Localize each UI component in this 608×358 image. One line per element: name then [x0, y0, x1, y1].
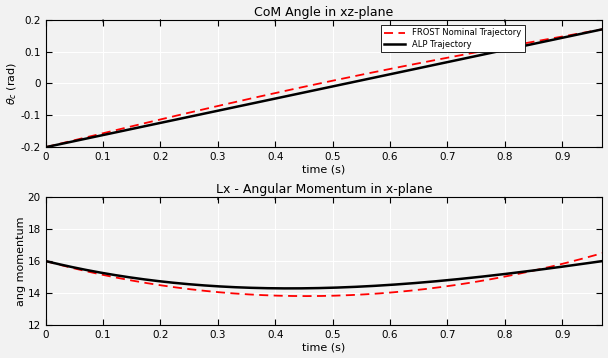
FROST Nominal Trajectory [306, 83, 314, 88]
X-axis label: time (s): time (s) [302, 165, 346, 175]
ALP Trajectory [310, 88, 317, 93]
ALP Trajectory [373, 75, 381, 79]
ALP Trajectory [499, 48, 506, 53]
FROST Nominal Trajectory [599, 251, 606, 255]
ALP Trajectory [599, 259, 606, 263]
FROST Nominal Trajectory [42, 145, 49, 149]
ALP Trajectory [587, 261, 594, 265]
Y-axis label: ang momentum: ang momentum [16, 216, 26, 306]
Line: ALP Trajectory: ALP Trajectory [46, 261, 603, 289]
X-axis label: time (s): time (s) [302, 343, 346, 352]
FROST Nominal Trajectory [586, 30, 593, 34]
Title: Lx - Angular Momentum in x-plane: Lx - Angular Momentum in x-plane [216, 183, 432, 196]
ALP Trajectory [344, 81, 351, 86]
Line: FROST Nominal Trajectory: FROST Nominal Trajectory [46, 29, 603, 147]
Line: FROST Nominal Trajectory: FROST Nominal Trajectory [46, 253, 603, 296]
FROST Nominal Trajectory [599, 27, 606, 32]
FROST Nominal Trajectory [303, 294, 311, 298]
ALP Trajectory [306, 89, 314, 93]
FROST Nominal Trajectory [42, 259, 49, 263]
Y-axis label: $\theta_c$ (rad): $\theta_c$ (rad) [5, 62, 19, 105]
ALP Trajectory [599, 27, 606, 32]
FROST Nominal Trajectory [308, 294, 315, 298]
FROST Nominal Trajectory [587, 255, 594, 259]
FROST Nominal Trajectory [500, 275, 507, 279]
Title: CoM Angle in xz-plane: CoM Angle in xz-plane [254, 6, 393, 19]
ALP Trajectory [42, 145, 49, 149]
FROST Nominal Trajectory [344, 293, 351, 297]
ALP Trajectory [500, 272, 507, 276]
FROST Nominal Trajectory [499, 45, 506, 50]
ALP Trajectory [311, 286, 318, 290]
ALP Trajectory [42, 259, 49, 263]
ALP Trajectory [308, 286, 315, 290]
FROST Nominal Trajectory [373, 69, 381, 74]
FROST Nominal Trajectory [375, 291, 382, 296]
Line: ALP Trajectory: ALP Trajectory [46, 29, 603, 147]
ALP Trajectory [586, 30, 593, 34]
ALP Trajectory [344, 285, 351, 289]
FROST Nominal Trajectory [310, 83, 317, 87]
ALP Trajectory [375, 284, 382, 288]
ALP Trajectory [286, 286, 294, 291]
FROST Nominal Trajectory [311, 294, 318, 298]
Legend: FROST Nominal Trajectory, ALP Trajectory: FROST Nominal Trajectory, ALP Trajectory [381, 25, 525, 52]
FROST Nominal Trajectory [344, 76, 351, 80]
